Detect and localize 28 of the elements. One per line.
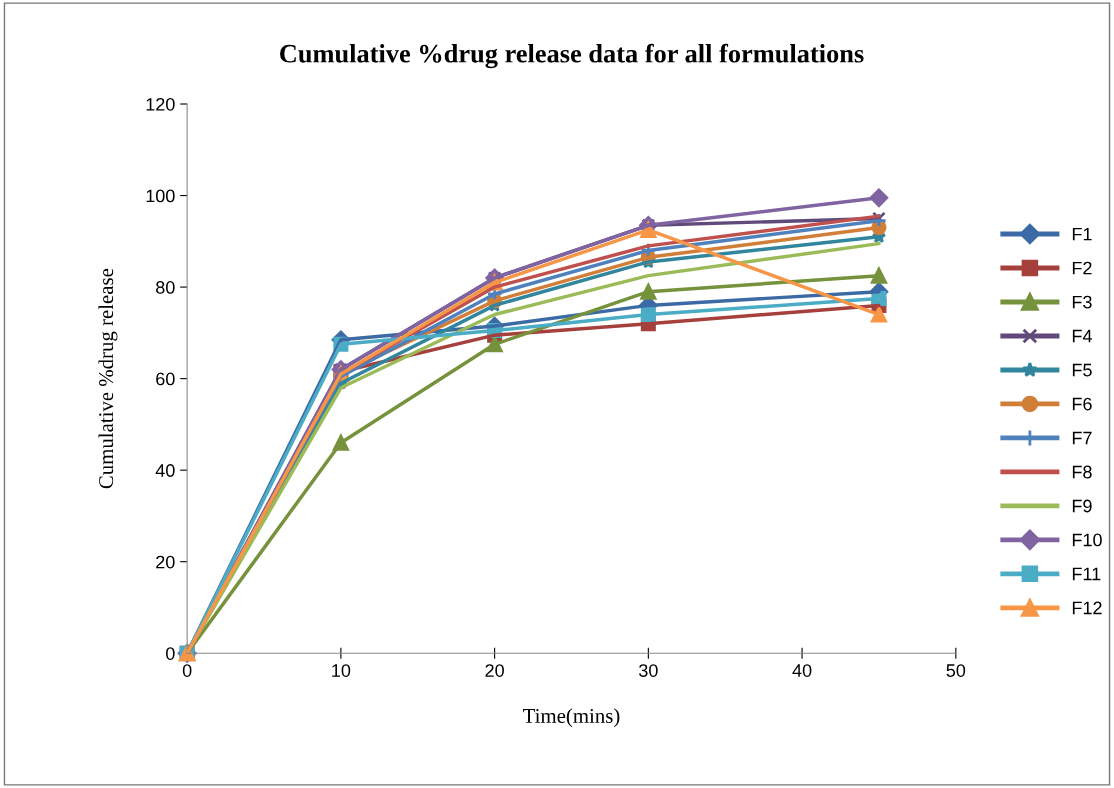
y-tick-label: 60 [156, 372, 175, 386]
y-axis-title: Cumulative %drug release [98, 268, 118, 489]
legend-label: F1 [1072, 227, 1092, 241]
x-tick-label: 40 [792, 664, 812, 677]
x-tick-label: 10 [332, 664, 351, 677]
legend-label: F8 [1072, 465, 1092, 479]
y-tick-label: 100 [146, 189, 175, 203]
y-tick-label: 80 [156, 281, 175, 294]
legend-label: F11 [1072, 567, 1101, 581]
legend-label: F6 [1072, 397, 1092, 411]
legend-label: F2 [1072, 261, 1092, 275]
legend-label: F9 [1072, 499, 1092, 513]
legend-label: F10 [1072, 533, 1102, 547]
legend-label: F3 [1072, 295, 1092, 309]
legend-label: F7 [1072, 431, 1092, 445]
x-tick-label: 20 [485, 664, 504, 677]
x-axis-title: Time(mins) [523, 708, 620, 728]
x-tick-label: 50 [946, 664, 966, 677]
y-tick-label: 0 [166, 647, 175, 660]
x-tick-label: 0 [182, 664, 192, 677]
legend-label: F12 [1072, 601, 1102, 615]
y-tick-label: 40 [155, 464, 175, 477]
y-tick-label: 120 [146, 97, 175, 111]
x-tick-label: 30 [639, 664, 658, 677]
legend-label: F5 [1072, 363, 1092, 377]
chart-title: Cumulative %drug release data for all formulations [280, 43, 864, 69]
legend-label: F4 [1072, 329, 1092, 343]
y-tick-label: 20 [156, 555, 175, 569]
